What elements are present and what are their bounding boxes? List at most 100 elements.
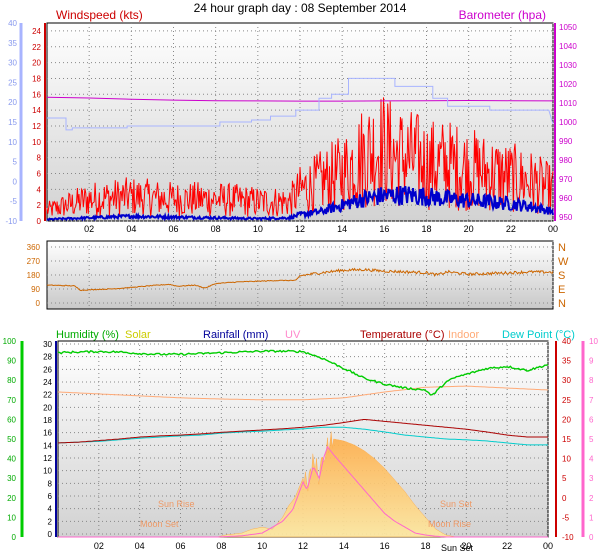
top-panel-x-ticks: 02 04 06 08 10 12 14 16 18 20 22 00 <box>84 224 558 234</box>
top-x-tick-label: 10 <box>253 224 263 234</box>
rainfall-tick-label: 20 <box>43 403 52 412</box>
barometer-axis-ticks: 950 960 970 980 990 1000 1010 1020 1030 1040 1050 <box>559 23 577 222</box>
direction-compass-label: W <box>558 256 569 268</box>
uv-tick-label: 3 <box>589 474 594 483</box>
series-dew-point-c- <box>58 426 548 446</box>
astronomy-annotations: Sun Rise Moon Set Sun Set Moon Rise Sun Set <box>140 499 474 553</box>
windspeed-tick-label: 14 <box>32 106 41 115</box>
bottom-x-tick-label: 20 <box>461 541 471 551</box>
rainfall-tick-label: 26 <box>43 365 52 374</box>
uv-tick-label: 4 <box>589 455 594 464</box>
rainfall-tick-label: 8 <box>48 479 53 488</box>
rainfall-tick-label: 12 <box>43 454 52 463</box>
rainfall-tick-label: 4 <box>48 505 53 514</box>
uv-tick-label: 10 <box>589 337 598 346</box>
bottom-x-tick-label: 16 <box>380 541 390 551</box>
windspeed-tick-label: 20 <box>32 59 41 68</box>
temperature-right-tick-label: 25 <box>562 396 571 405</box>
windspeed-tick-label: 22 <box>32 43 41 52</box>
bottom-x-tick-label: 04 <box>135 541 145 551</box>
rainfall-tick-label: 28 <box>43 353 52 362</box>
annotation-label: Moon Rise <box>428 519 471 529</box>
humidity-tick-label: 20 <box>7 494 16 503</box>
bottom-x-tick-label: 06 <box>175 541 185 551</box>
direction-compass-label: S <box>558 270 565 282</box>
rainfall-tick-label: 2 <box>48 517 53 526</box>
bottom-x-tick-label: 22 <box>502 541 512 551</box>
series-barometer <box>46 96 554 102</box>
barometer-tick-label: 1020 <box>559 80 577 89</box>
uv-tick-label: 6 <box>589 415 594 424</box>
series-temperature-c- <box>58 419 548 444</box>
uv-tick-label: 7 <box>589 396 594 405</box>
barometer-tick-label: 960 <box>559 194 573 203</box>
bottom-panel-legend: Humidity (%) Solar Rainfall (mm) UV Temperat… <box>56 329 575 341</box>
rainfall-tick-label: 24 <box>43 378 52 387</box>
windspeed-tick-label: 24 <box>32 27 41 36</box>
bottom-x-tick-label: 14 <box>339 541 349 551</box>
rainfall-tick-label: 30 <box>43 340 52 349</box>
direction-panel-series <box>46 267 554 292</box>
annotation-label: Moon Set <box>140 519 179 529</box>
direction-panel-grid <box>47 241 554 309</box>
rainfall-tick-label: 18 <box>43 416 52 425</box>
bottom-x-tick-label: 00 <box>543 541 553 551</box>
windspeed-tick-label: 4 <box>37 185 42 194</box>
humidity-tick-label: 10 <box>7 513 16 522</box>
top-x-tick-label: 00 <box>548 224 558 234</box>
legend-label: UV <box>285 329 301 341</box>
top-x-tick-label: 12 <box>295 224 305 234</box>
legend-label: Solar <box>125 329 151 341</box>
series-average <box>46 185 554 222</box>
humidity-tick-label: 30 <box>7 474 16 483</box>
legend-label: Humidity (%) <box>56 329 119 341</box>
barometer-tick-label: 1030 <box>559 61 577 70</box>
uv-axis-ticks: 0 1 2 3 4 5 6 7 8 9 10 <box>589 337 598 542</box>
temperature-right-tick-label: 15 <box>562 435 571 444</box>
temperature-tick-label: -5 <box>10 197 18 206</box>
bottom-panel-x-ticks: 02 04 06 08 10 12 14 16 18 20 22 00 <box>94 541 553 551</box>
series-indoor <box>58 385 549 401</box>
rainfall-tick-label: 10 <box>43 467 52 476</box>
direction-degree-label: 90 <box>31 285 40 294</box>
bottom-x-tick-label: 08 <box>216 541 226 551</box>
bottom-x-tick-label: 12 <box>298 541 308 551</box>
windspeed-tick-label: 8 <box>37 154 42 163</box>
temperature-right-tick-label: -5 <box>562 513 570 522</box>
temperature-right-tick-label: 35 <box>562 357 571 366</box>
temperature-right-axis-ticks: -10 -5 0 5 10 15 20 25 30 35 40 <box>562 337 574 542</box>
temperature-tick-label: 30 <box>8 59 17 68</box>
top-panel-series <box>46 77 554 222</box>
direction-degree-label: 180 <box>27 271 41 280</box>
temperature-right-tick-label: 0 <box>562 494 567 503</box>
uv-tick-label: 0 <box>589 533 594 542</box>
barometer-tick-label: 1040 <box>559 42 577 51</box>
temperature-tick-label: 25 <box>8 78 17 87</box>
humidity-tick-label: 90 <box>7 357 16 366</box>
top-x-tick-label: 08 <box>211 224 221 234</box>
top-x-tick-label: 18 <box>421 224 431 234</box>
temperature-right-tick-label: -10 <box>562 533 574 542</box>
series-temperature-far-left <box>47 77 554 131</box>
series-humidity- <box>57 349 549 396</box>
windspeed-tick-label: 12 <box>32 122 41 131</box>
bottom-x-tick-label: 18 <box>420 541 430 551</box>
temperature-tick-label: 0 <box>13 177 18 186</box>
rainfall-tick-label: 0 <box>48 530 53 539</box>
humidity-tick-label: 40 <box>7 455 16 464</box>
windspeed-axis-label: Windspeed (kts) <box>56 8 143 22</box>
barometer-tick-label: 970 <box>559 175 573 184</box>
barometer-tick-label: 1000 <box>559 118 577 127</box>
bottom-x-tick-label: 10 <box>257 541 267 551</box>
direction-compass-label: E <box>558 284 565 296</box>
temperature-tick-label: 40 <box>8 19 17 28</box>
bottom-panel-series <box>57 349 549 538</box>
series-gust <box>46 97 554 217</box>
bottom-panel-grid <box>58 341 549 537</box>
humidity-tick-label: 60 <box>7 415 16 424</box>
legend-label: Indoor <box>448 329 480 341</box>
top-x-tick-label: 04 <box>126 224 136 234</box>
